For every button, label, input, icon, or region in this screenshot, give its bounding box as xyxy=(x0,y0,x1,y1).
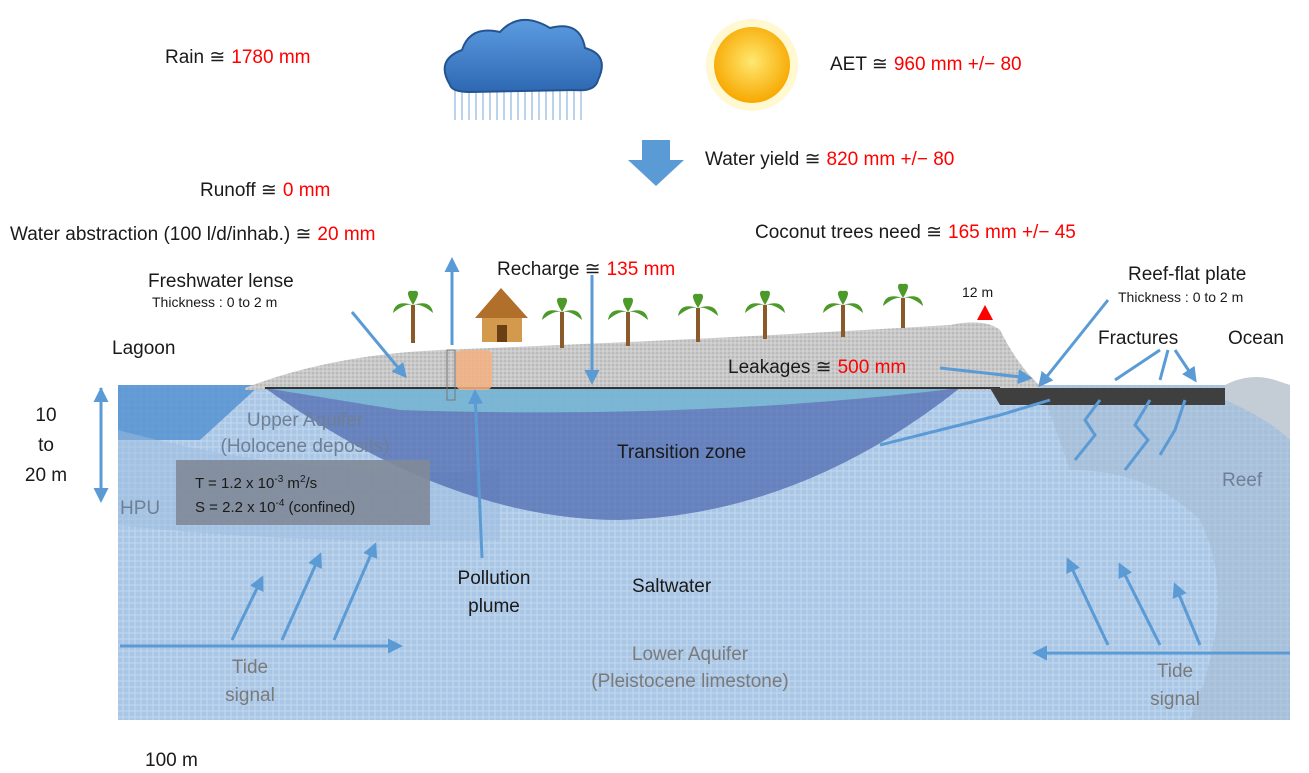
tide-label: signal xyxy=(1150,689,1200,710)
well xyxy=(446,349,456,401)
fractures-label: Fractures xyxy=(1098,328,1178,349)
reef-flat-subtitle: Thickness : 0 to 2 m xyxy=(1118,289,1243,305)
lagoon-water xyxy=(118,385,260,440)
leakage-arrow xyxy=(939,366,1033,385)
saltwater-label: Saltwater xyxy=(632,576,712,597)
ocean-label: Ocean xyxy=(1228,328,1284,349)
aet-label: AET ≅ 960 mm +/− 80 xyxy=(830,54,1022,75)
runoff-label: Runoff ≅ 0 mm xyxy=(200,180,330,201)
abstraction-label: Water abstraction (100 l/d/inhab.) ≅ 20 m… xyxy=(10,224,376,245)
parameter-box xyxy=(176,460,430,525)
depth-label: 20 m xyxy=(25,465,67,486)
pollution-plume xyxy=(456,350,492,390)
elevation-marker xyxy=(977,305,993,320)
depth-label: to xyxy=(38,435,54,456)
pollution-label: Pollution xyxy=(458,568,531,589)
coconut-label: Coconut trees need ≅ 165 mm +/− 45 xyxy=(755,222,1076,243)
elevation-label: 12 m xyxy=(962,284,993,300)
tide-arrows-right xyxy=(1032,557,1290,661)
tide-arrows-left xyxy=(120,542,403,654)
lense-title: Freshwater lense xyxy=(148,271,294,292)
cloud-icon xyxy=(443,19,603,120)
fracture-arrows xyxy=(1114,348,1195,380)
pollution-arrow xyxy=(468,389,484,559)
reef-body xyxy=(1040,385,1290,720)
tide-label: Tide xyxy=(232,657,268,678)
recharge-label: Recharge ≅ 135 mm xyxy=(497,259,675,280)
lense-arrow xyxy=(350,311,407,379)
reef-flat-plate xyxy=(990,388,1225,405)
storativity: S = 2.2 x 10-4 (confined) xyxy=(195,498,355,516)
island xyxy=(245,322,1045,390)
palm-trees xyxy=(393,283,923,348)
hut xyxy=(475,288,528,342)
transition-zone xyxy=(265,388,960,520)
upper-aquifer-label: Upper Aquifer xyxy=(247,410,364,431)
lower-aquifer-label: (Pleistocene limestone) xyxy=(591,671,788,692)
depth-label: 10 xyxy=(35,405,56,426)
rain-label: Rain ≅ 1780 mm xyxy=(165,47,310,68)
leakages-label: Leakages ≅ 500 mm xyxy=(728,357,906,378)
tide-label: signal xyxy=(225,685,275,706)
hpu-label: HPU xyxy=(120,498,160,519)
sun-icon xyxy=(706,19,798,111)
water-yield-label: Water yield ≅ 820 mm +/− 80 xyxy=(705,149,954,170)
pollution-label: plume xyxy=(468,596,520,617)
transition-zone-label: Transition zone xyxy=(617,442,746,463)
reef-top xyxy=(1225,376,1290,440)
upper-aquifer-label: (Holocene deposits) xyxy=(221,436,390,457)
lense-subtitle: Thickness : 0 to 2 m xyxy=(152,294,277,310)
tide-label: Tide xyxy=(1157,661,1193,682)
reef-flat-arrow xyxy=(1038,299,1110,388)
lagoon-label: Lagoon xyxy=(112,338,175,359)
freshwater-lens xyxy=(265,388,960,413)
reef-label: Reef xyxy=(1222,470,1263,491)
lower-aquifer-label: Lower Aquifer xyxy=(632,644,749,665)
scale-label: 100 m xyxy=(145,750,198,771)
reef-flat-title: Reef-flat plate xyxy=(1128,264,1246,285)
transmissivity: T = 1.2 x 10-3 m2/s xyxy=(195,474,317,492)
water-yield-arrow xyxy=(628,140,684,186)
fractures xyxy=(879,398,1187,471)
